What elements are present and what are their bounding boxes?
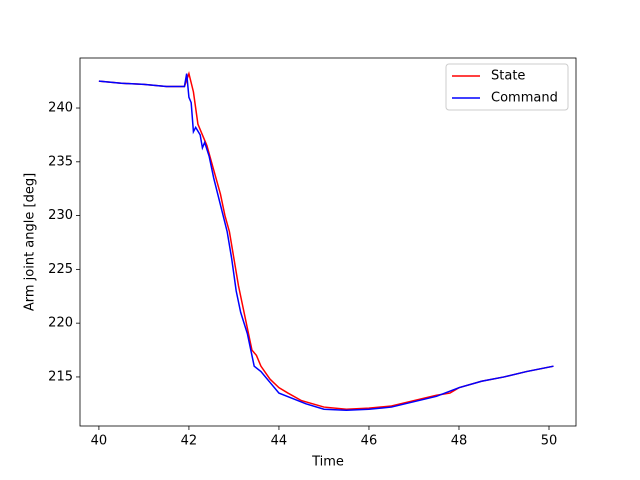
x-tick-label: 44 — [271, 434, 288, 449]
y-tick-label: 235 — [48, 154, 73, 169]
x-tick-label: 42 — [181, 434, 198, 449]
x-tick-label: 50 — [541, 434, 558, 449]
x-tick-label: 46 — [361, 434, 378, 449]
line-series — [98, 70, 554, 410]
x-axis-label: Time — [311, 455, 344, 470]
y-tick-label: 215 — [48, 369, 73, 384]
x-tick-label: 48 — [451, 434, 468, 449]
plot-frame — [79, 57, 577, 427]
y-axis-label: Arm joint angle [deg] — [23, 173, 38, 311]
y-tick-label: 220 — [48, 316, 73, 331]
legend-label: State — [491, 69, 525, 84]
y-tick-label: 225 — [48, 262, 73, 277]
x-tick-label: 40 — [91, 434, 108, 449]
y-tick-label: 230 — [48, 208, 73, 223]
legend-label: Command — [491, 91, 558, 106]
line-series — [98, 73, 554, 412]
y-tick-label: 240 — [48, 101, 73, 116]
